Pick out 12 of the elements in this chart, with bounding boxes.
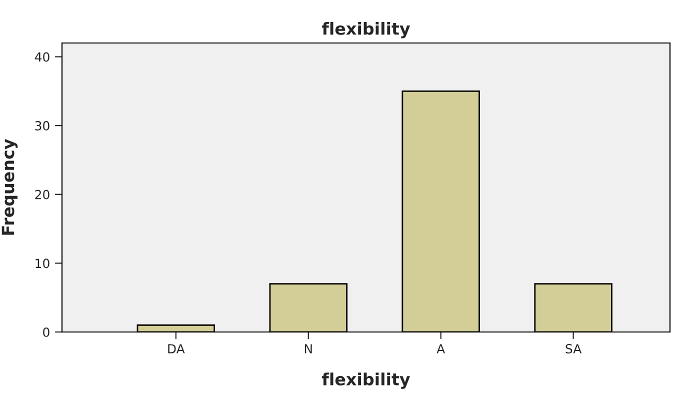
y-tick-label: 0 [43,327,50,337]
y-tick-label: 40 [34,52,50,62]
y-axis-title: Frequency [2,139,18,235]
chart-title: flexibility [322,22,410,38]
x-tick-label: A [436,344,446,354]
x-axis-title: flexibility [322,372,410,389]
x-tick-label: DA [168,344,185,354]
y-tick-label: 20 [35,190,50,200]
x-tick-label: SA [566,344,582,354]
x-tick-label: N [304,344,312,354]
y-tick-label: 10 [36,258,50,268]
y-tick-label: 30 [35,121,50,130]
